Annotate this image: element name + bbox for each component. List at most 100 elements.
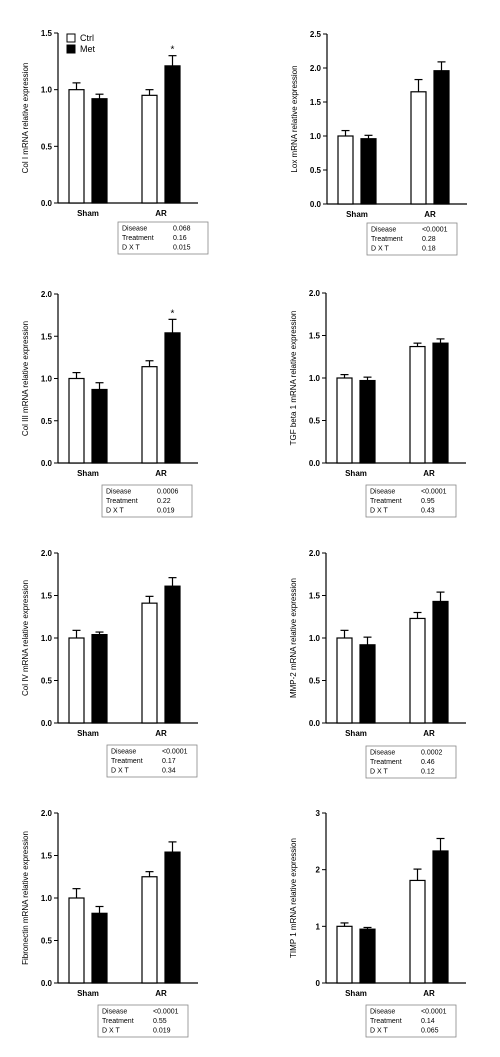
bar-met-ar [432,600,449,724]
legend: Ctrl Met [66,33,96,54]
y-tick-label: 0.5 [41,937,53,946]
category-label-ar: AR [155,729,167,738]
y-tick-label: 0.5 [309,417,321,426]
stats-label: Treatment [371,236,403,243]
y-tick-label: 1.0 [41,894,53,903]
y-axis-label: Col I mRNA relative expression [21,63,30,174]
bar-met-ar [433,70,450,205]
y-tick-label: 0.0 [310,200,322,209]
y-tick-label: 2.5 [310,30,322,39]
y-axis-label: MMP-2 mRNA relative expression [289,578,298,698]
stats-label: Disease [122,226,147,233]
category-label-ar: AR [155,469,167,478]
bar-ctrl-ar [409,879,426,984]
bar-ctrl-ar [141,94,158,204]
legend-swatch-ctrl [66,33,76,43]
y-tick-label: 3 [316,809,321,818]
bar-ctrl-sham [337,135,354,205]
y-tick-label: 1.0 [41,634,53,643]
bar-ctrl-sham [336,637,353,724]
y-tick-label: 0.0 [41,979,53,988]
chart-2: 0.0 0.5 1.0 1.5 2.0 2.5 Lox mRNA relative expr… [290,30,467,256]
legend-label-met: Met [80,44,96,54]
category-label-sham: Sham [345,729,367,738]
bar-met-sham [91,388,108,464]
y-tick-label: 0 [316,979,321,988]
category-label-ar: AR [423,729,435,738]
stats-label: Treatment [370,1018,402,1025]
bar-met-ar [432,850,449,984]
category-label-sham: Sham [345,989,367,998]
stats-value: 0.95 [421,498,435,505]
y-tick-label: 2.0 [41,809,53,818]
stats-label: Treatment [370,498,402,505]
stats-box [365,745,457,779]
bar-met-sham [360,138,377,205]
stats-value: 0.55 [153,1018,167,1025]
category-label-sham: Sham [77,209,99,218]
category-label-sham: Sham [77,729,99,738]
stats-label: D X T [102,1028,120,1035]
category-label-ar: AR [423,469,435,478]
stats-value: 0.015 [173,245,191,252]
bar-met-ar [164,585,181,724]
stats-value: 0.068 [173,226,191,233]
category-label-ar: AR [424,210,436,219]
stats-value: 0.22 [157,498,171,505]
y-axis-label: Col III mRNA relative expression [21,321,30,436]
stats-value: 0.0002 [421,750,443,757]
y-tick-label: 2.0 [309,549,321,558]
bar-ctrl-ar [409,345,426,464]
category-label-ar: AR [155,209,167,218]
stats-value: 0.16 [173,235,187,242]
stats-value: 0.17 [162,758,176,765]
y-tick-label: 0.0 [41,719,53,728]
y-tick-label: 1.5 [41,332,53,341]
stats-value: <0.0001 [153,1009,179,1016]
stats-value: <0.0001 [421,489,447,496]
category-label-ar: AR [423,989,435,998]
y-axis-label: TIMP 1 mRNA relative expression [289,838,298,958]
category-label-sham: Sham [346,210,368,219]
bar-ctrl-sham [336,925,353,984]
stats-value: 0.019 [157,508,175,515]
category-label-sham: Sham [77,469,99,478]
chart-1: 0.0 0.5 1.0 1.5 Col I mRNA relative expressi… [21,29,209,255]
bar-ctrl-sham [336,377,353,464]
y-tick-label: 0.0 [309,719,321,728]
y-tick-label: 1.5 [309,332,321,341]
y-axis-label: Col IV mRNA relative expression [21,580,30,696]
category-label-sham: Sham [345,469,367,478]
significance-marker: * [171,308,175,319]
y-tick-label: 0.0 [41,459,53,468]
stats-box [97,1004,189,1038]
stats-label: Disease [106,489,131,496]
bar-ctrl-ar [409,617,426,724]
y-tick-label: 2.0 [41,549,53,558]
stats-box [117,221,209,255]
stats-label: D X T [370,508,388,515]
stats-box [101,484,193,518]
stats-box [106,744,198,778]
stats-label: D X T [111,768,129,775]
stats-label: Treatment [102,1018,134,1025]
category-label-sham: Sham [77,989,99,998]
stats-box [365,1004,457,1038]
stats-label: Disease [371,227,396,234]
stats-label: Disease [370,1009,395,1016]
y-tick-label: 0.5 [41,677,53,686]
y-tick-label: 0.5 [41,142,53,151]
y-tick-label: 0.5 [309,677,321,686]
y-tick-label: 1.5 [309,592,321,601]
stats-value: <0.0001 [422,227,448,234]
stats-label: Treatment [122,235,154,242]
stats-label: D X T [122,245,140,252]
stats-label: Disease [370,489,395,496]
bar-ctrl-sham [68,89,85,204]
stats-label: Disease [370,750,395,757]
y-tick-label: 1 [316,922,321,931]
stats-value: 0.14 [421,1018,435,1025]
bar-met-sham [91,98,108,204]
stats-label: D X T [370,769,388,776]
stats-label: Disease [111,749,136,756]
